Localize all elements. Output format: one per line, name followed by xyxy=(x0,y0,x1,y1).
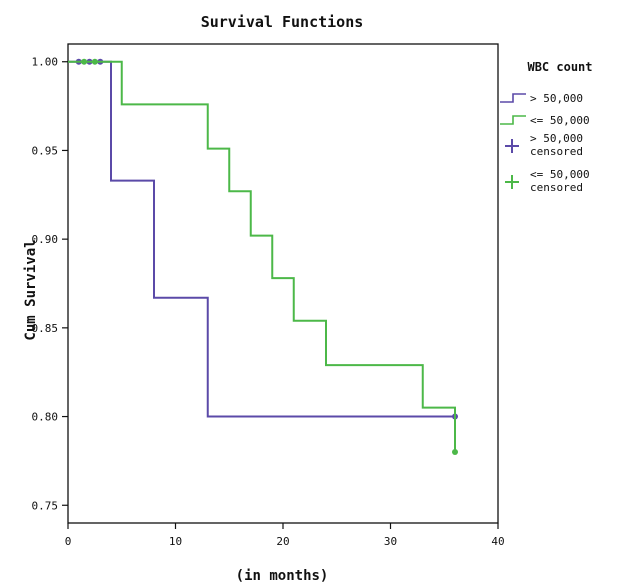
x-axis-label: (in months) xyxy=(236,568,329,584)
y-tick-label: 0.90 xyxy=(32,233,59,246)
legend-label: > 50,000 xyxy=(530,92,583,105)
survival-line-series-2 xyxy=(68,60,456,453)
y-tick-label: 0.80 xyxy=(32,411,59,424)
legend-label: <= 50,000 xyxy=(530,168,590,181)
y-tick-label: 0.75 xyxy=(32,499,59,512)
x-tick-label: 30 xyxy=(384,535,397,548)
y-tick-label: 1.00 xyxy=(32,56,59,69)
legend-label: censored xyxy=(530,145,583,158)
y-axis-label: Cum Survival xyxy=(23,239,39,340)
x-tick-label: 10 xyxy=(169,535,182,548)
legend-label: censored xyxy=(530,181,583,194)
legend: WBC count> 50,000<= 50,000> 50,000censor… xyxy=(500,60,593,194)
legend-line-swatch xyxy=(500,115,526,125)
y-tick-label: 0.85 xyxy=(32,322,59,335)
censored-marker xyxy=(81,58,88,65)
legend-label: > 50,000 xyxy=(530,132,583,145)
legend-title: WBC count xyxy=(527,60,592,74)
x-tick-label: 40 xyxy=(491,535,504,548)
censored-marker xyxy=(91,58,98,65)
legend-label: <= 50,000 xyxy=(530,114,590,127)
chart-title: Survival Functions xyxy=(201,13,364,31)
legend-line-swatch xyxy=(500,93,526,103)
y-tick-label: 0.95 xyxy=(32,144,59,157)
survival-line-series-1 xyxy=(68,60,455,418)
x-tick-label: 20 xyxy=(276,535,289,548)
plot-area: 0 10 20 30 40 0.75 0.80 0.85 0.90 0.95 1.00 xyxy=(32,43,505,548)
plot-frame xyxy=(67,43,499,524)
censored-marker xyxy=(452,449,458,456)
x-tick-label: 0 xyxy=(65,535,72,548)
